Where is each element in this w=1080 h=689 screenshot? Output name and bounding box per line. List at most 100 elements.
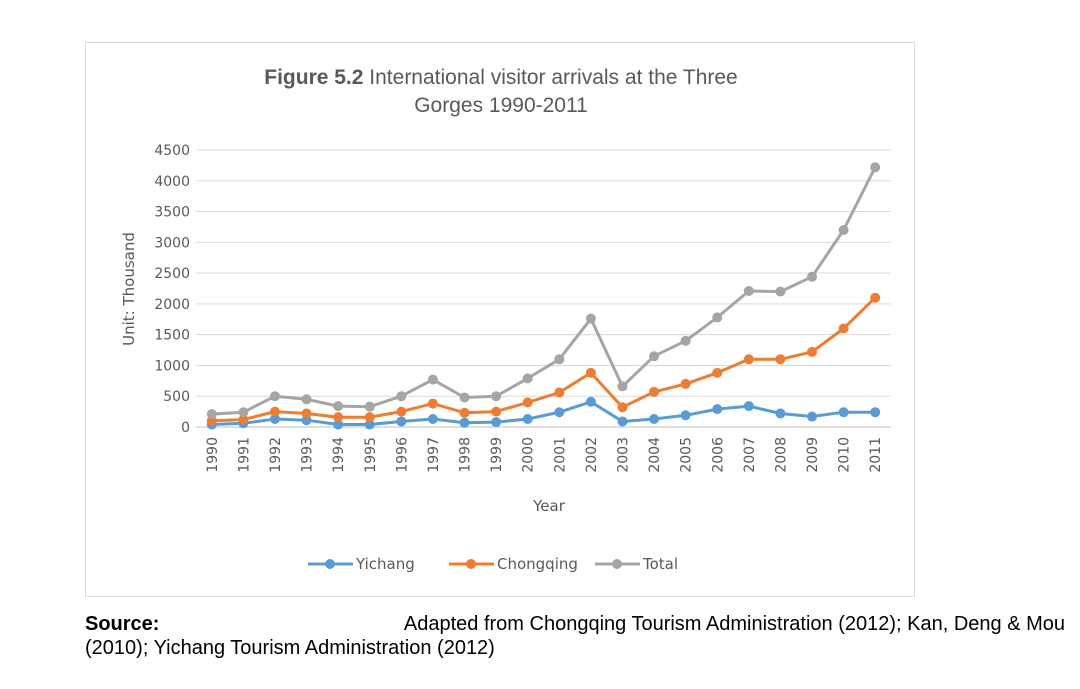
x-tick-label: 1998 [458,437,474,473]
x-tick-label: 2011 [868,437,884,473]
x-tick-label: 2005 [679,437,695,473]
chart-frame: Figure 5.2 International visitor arrival… [85,42,915,597]
data-point [522,413,533,424]
data-point [838,323,849,334]
data-point [206,409,217,420]
series-line [211,166,877,416]
data-point [269,406,280,417]
data-point [427,398,438,409]
x-tick-label: 2008 [773,437,789,473]
data-point [807,346,818,357]
x-tick-label: 1996 [394,437,410,473]
data-point [870,162,881,173]
legend-label: Chongqing [497,555,578,573]
data-point [775,408,786,419]
data-point [554,387,565,398]
y-tick-label: 2000 [154,297,190,313]
data-point [396,391,407,402]
data-point [585,367,596,378]
data-point [396,406,407,417]
data-point [680,335,691,346]
data-point [617,381,628,392]
x-tick-label: 1992 [268,437,284,473]
x-tick-label: 2002 [584,437,600,473]
x-tick-label: 1997 [426,437,442,473]
data-point [649,351,660,362]
source-label: Source: [85,613,160,635]
data-point [743,401,754,412]
data-point [396,416,407,427]
data-point [269,391,280,402]
y-tick-label: 500 [163,389,190,405]
data-point [680,410,691,421]
data-point [554,354,565,365]
data-point [554,407,565,418]
x-tick-label: 1999 [489,437,505,473]
y-tick-label: 0 [181,420,190,436]
x-tick-label: 1994 [331,437,347,473]
legend-marker [466,559,476,569]
source-note: Source: Adapted from Chongqing Tourism A… [85,612,1065,660]
series-total [206,162,881,420]
chart-title-figure-number: Figure 5.2 [264,66,363,89]
data-point [459,407,470,418]
data-point [427,413,438,424]
data-point [870,292,881,303]
data-point [838,225,849,236]
legend-label: Total [642,555,678,573]
data-point [301,394,312,405]
x-tick-label: 2010 [837,437,853,473]
y-tick-label: 2500 [154,266,190,282]
data-point [617,402,628,413]
data-point [870,407,881,418]
data-point [491,391,502,402]
chart-title-line2: Gorges 1990-2011 [414,94,588,117]
chart-title-line1: Figure 5.2 International visitor arrival… [264,66,738,89]
x-tick-label: 1995 [363,437,379,473]
data-point [301,408,312,419]
series-chongqing [206,292,881,426]
y-tick-label: 1000 [154,358,190,374]
data-point [775,286,786,297]
data-point [522,397,533,408]
y-tick-label: 3000 [154,235,190,251]
y-tick-label: 4500 [154,143,190,159]
x-tick-label: 1993 [300,437,316,473]
data-point [743,285,754,296]
legend-marker [612,559,622,569]
x-tick-label: 2003 [615,437,631,473]
data-point [491,417,502,428]
series-line [211,400,876,426]
data-point [333,419,344,430]
x-tick-labels: 1990 1991 1992 1993 1994 1995 1996 1997 1998 1999… [205,437,884,473]
x-tick-label: 2007 [742,437,758,473]
legend: Yichang Chongqing Total [308,555,678,573]
data-point [712,404,723,415]
x-tick-label: 2009 [805,437,821,473]
data-point [807,411,818,422]
data-point [333,412,344,423]
data-point [712,312,723,323]
data-point [364,412,375,423]
data-point [491,406,502,417]
data-point [522,373,533,384]
source-line-2: (2010); Yichang Tourism Administration (… [85,637,495,659]
data-point [743,354,754,365]
data-point [775,354,786,365]
data-point [680,378,691,389]
y-axis-label: Unit: Thousand [120,232,138,346]
y-tick-labels: 4500 4000 3500 3000 2500 2000 1500 1000 500 0 [154,143,190,436]
x-tick-label: 2004 [647,437,663,473]
source-line-1: Source: Adapted from Chongqing Tourism A… [85,612,1065,636]
legend-marker [325,559,335,569]
data-point [364,401,375,412]
x-tick-label: 2001 [552,437,568,473]
data-point [427,374,438,385]
data-point [333,401,344,412]
series-line [211,296,877,423]
data-point [238,414,249,425]
legend-item: Total [595,555,678,573]
y-tick-label: 1500 [154,328,190,344]
data-point [585,396,596,407]
data-point [364,419,375,430]
